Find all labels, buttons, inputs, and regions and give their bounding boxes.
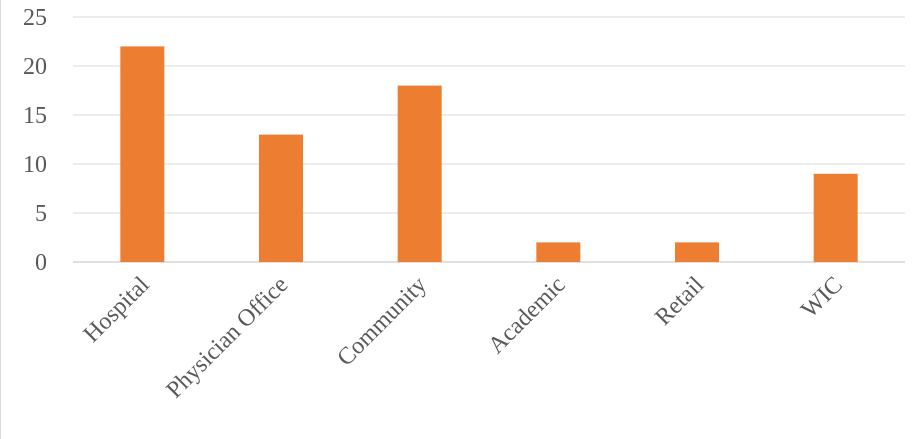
x-axis-category-labels: Hospital Physician Office Community Academi… bbox=[79, 272, 848, 404]
x-category-label: Retail bbox=[650, 272, 709, 331]
y-tick-label: 10 bbox=[23, 152, 47, 178]
y-tick-label: 20 bbox=[23, 54, 47, 80]
y-tick-label: 0 bbox=[35, 250, 47, 276]
y-tick-label: 15 bbox=[23, 103, 47, 129]
y-tick-label: 5 bbox=[35, 201, 47, 227]
bar-hospital bbox=[120, 46, 165, 263]
bar-physician-office bbox=[259, 134, 303, 262]
y-tick-label: 25 bbox=[23, 5, 47, 31]
bars bbox=[120, 46, 858, 263]
x-category-label: Hospital bbox=[79, 272, 155, 348]
bar-retail bbox=[675, 242, 719, 262]
x-category-label: Academic bbox=[483, 272, 570, 359]
x-category-label: Community bbox=[332, 272, 431, 371]
gridlines bbox=[73, 16, 905, 263]
y-axis-tick-labels: 0 5 10 15 20 25 bbox=[23, 5, 47, 276]
bar-academic bbox=[536, 242, 581, 262]
bar-community bbox=[397, 85, 442, 262]
x-category-label: WIC bbox=[797, 272, 848, 323]
bar-wic bbox=[813, 173, 858, 262]
x-category-label: Physician Office bbox=[162, 272, 294, 404]
